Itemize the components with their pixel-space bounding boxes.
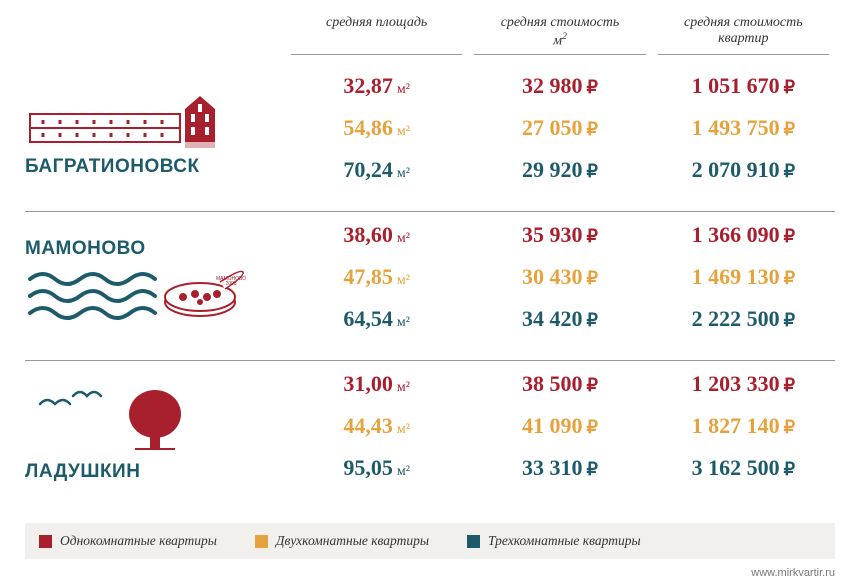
area-value: 31,00м²	[285, 371, 468, 397]
price-per-m2-value: 32 980₽	[468, 73, 651, 99]
legend-two-room: Двухкомнатные квартиры	[255, 533, 429, 549]
total-price-value: 1 203 330₽	[652, 371, 835, 397]
city-name: МАМОНОВО	[25, 238, 146, 260]
header-area: средняя площадь	[291, 15, 462, 55]
total-price-value: 1 827 140₽	[652, 413, 835, 439]
area-value: 44,43м²	[285, 413, 468, 439]
swatch-one-room-icon	[39, 535, 52, 548]
header-flat-price: средняя стоимость квартир	[658, 15, 829, 55]
total-price-value: 1 366 090₽	[652, 222, 835, 248]
data-row-three-room: 95,05м² 33 310₽ 3 162 500₽	[285, 455, 835, 497]
total-price-value: 3 162 500₽	[652, 455, 835, 481]
column-headers: средняя площадь средняя стоимость м2 сре…	[25, 15, 835, 55]
price-per-m2-value: 33 310₽	[468, 455, 651, 481]
area-value: 95,05м²	[285, 455, 468, 481]
price-per-m2-value: 30 430₽	[468, 264, 651, 290]
data-row-three-room: 70,24м² 29 920₽ 2 070 910₽	[285, 157, 835, 199]
data-row-one-room: 32,87м² 32 980₽ 1 051 670₽	[285, 73, 835, 115]
data-row-two-room: 47,85м² 30 430₽ 1 469 130₽	[285, 264, 835, 306]
source-url: www.mirkvartir.ru	[751, 567, 835, 579]
area-value: 70,24м²	[285, 157, 468, 183]
data-row-two-room: 44,43м² 41 090₽ 1 827 140₽	[285, 413, 835, 455]
swatch-three-room-icon	[467, 535, 480, 548]
area-value: 54,86м²	[285, 115, 468, 141]
city-name: ЛАДУШКИН	[25, 461, 140, 483]
legend: Однокомнатные квартиры Двухкомнатные ква…	[25, 523, 835, 559]
area-value: 47,85м²	[285, 264, 468, 290]
data-row-one-room: 38,60м² 35 930₽ 1 366 090₽	[285, 222, 835, 264]
svg-text:2008: 2008	[225, 281, 236, 287]
price-per-m2-value: 35 930₽	[468, 222, 651, 248]
city-name: БАГРАТИОНОВСК	[25, 156, 200, 178]
total-price-value: 2 070 910₽	[652, 157, 835, 183]
waves-plate-icon: МАМОНОВО 2008	[25, 264, 255, 329]
total-price-value: 1 051 670₽	[652, 73, 835, 99]
total-price-value: 2 222 500₽	[652, 306, 835, 332]
total-price-value: 1 469 130₽	[652, 264, 835, 290]
price-per-m2-value: 29 920₽	[468, 157, 651, 183]
swatch-two-room-icon	[255, 535, 268, 548]
price-per-m2-value: 38 500₽	[468, 371, 651, 397]
area-value: 64,54м²	[285, 306, 468, 332]
area-value: 32,87м²	[285, 73, 468, 99]
birds-tree-icon	[25, 384, 225, 459]
legend-three-room: Трехкомнатные квартиры	[467, 533, 641, 549]
data-row-three-room: 64,54м² 34 420₽ 2 222 500₽	[285, 306, 835, 348]
building-icon	[25, 94, 235, 154]
price-per-m2-value: 27 050₽	[468, 115, 651, 141]
total-price-value: 1 493 750₽	[652, 115, 835, 141]
area-value: 38,60м²	[285, 222, 468, 248]
city-row-mamonovo: МАМОНОВО МАМОНОВО	[25, 212, 835, 361]
header-price-per-m2: средняя стоимость м2	[474, 15, 645, 55]
price-per-m2-value: 34 420₽	[468, 306, 651, 332]
price-per-m2-value: 41 090₽	[468, 413, 651, 439]
legend-one-room: Однокомнатные квартиры	[39, 533, 217, 549]
city-row-bagrationovsk: БАГРАТИОНОВСК 32,87м² 32 980₽ 1 051 670₽…	[25, 63, 835, 212]
data-row-two-room: 54,86м² 27 050₽ 1 493 750₽	[285, 115, 835, 157]
data-row-one-room: 31,00м² 38 500₽ 1 203 330₽	[285, 371, 835, 413]
city-row-ladushkin: ЛАДУШКИН 31,00м² 38 500₽ 1 203 330₽ 44,4…	[25, 361, 835, 509]
